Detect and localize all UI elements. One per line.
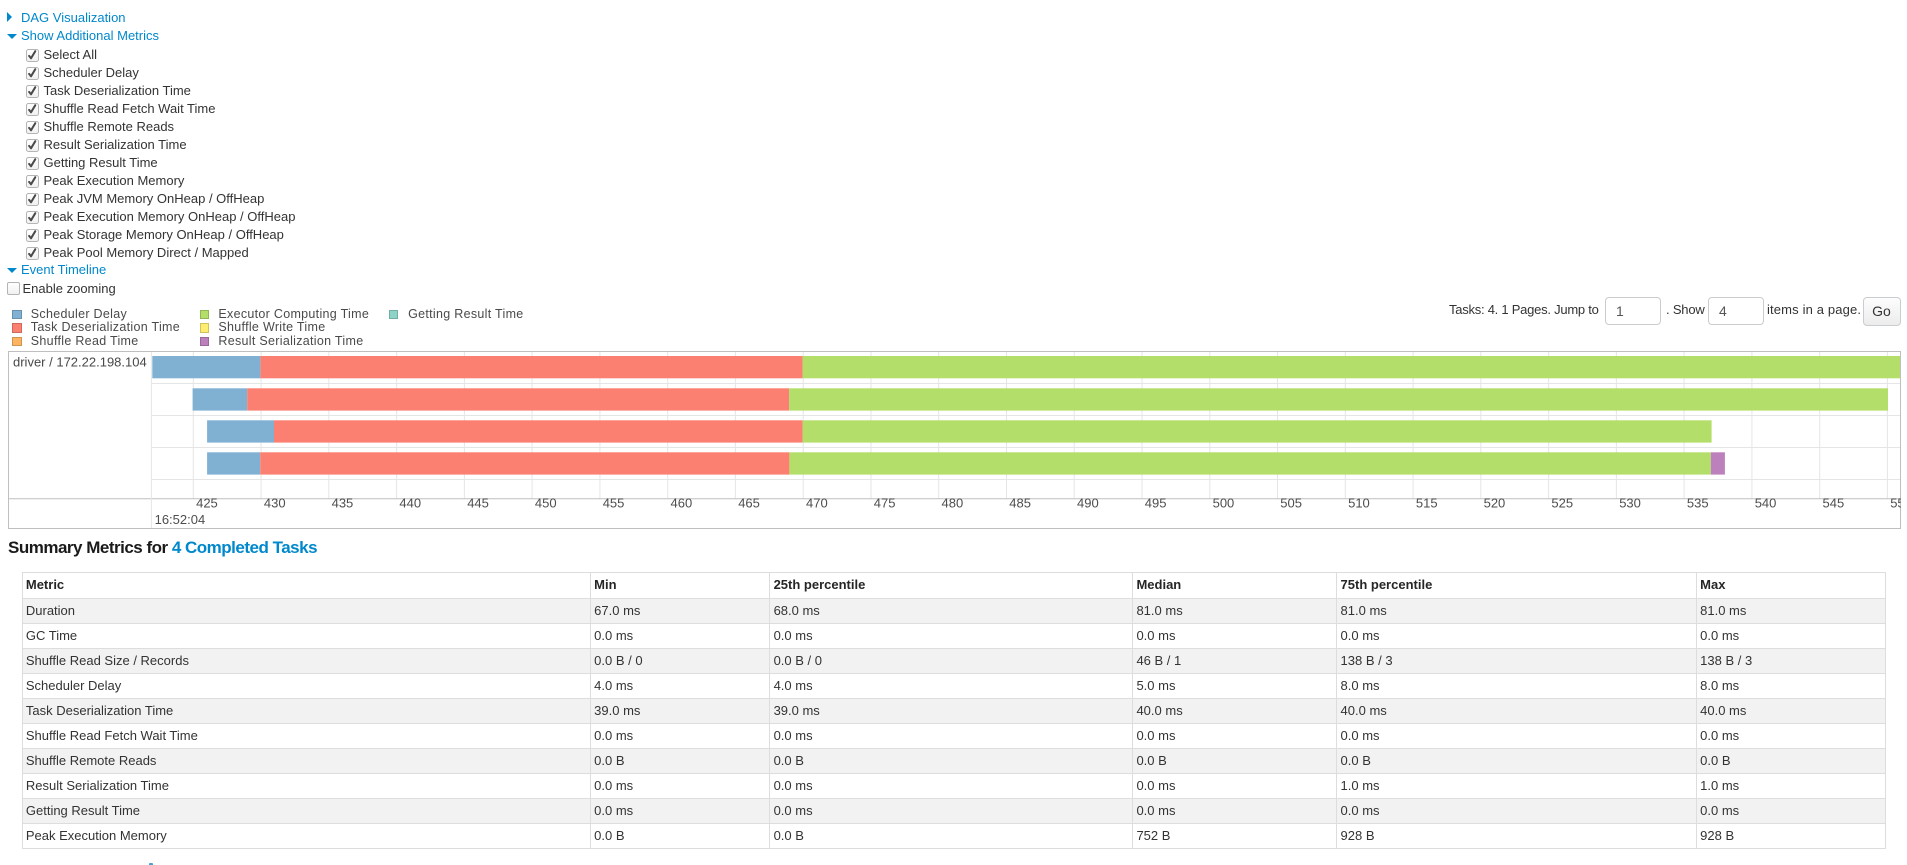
svg-text:460: 460 xyxy=(671,496,693,511)
svg-text:485: 485 xyxy=(1009,496,1031,511)
svg-text:440: 440 xyxy=(399,496,421,511)
svg-text:545: 545 xyxy=(1823,496,1845,511)
svg-text:515: 515 xyxy=(1416,496,1438,511)
svg-text:495: 495 xyxy=(1145,496,1167,511)
svg-text:530: 530 xyxy=(1619,496,1641,511)
svg-text:450: 450 xyxy=(535,496,557,511)
svg-text:16:52:04: 16:52:04 xyxy=(155,512,206,527)
svg-text:430: 430 xyxy=(264,496,286,511)
svg-text:455: 455 xyxy=(603,496,625,511)
svg-text:535: 535 xyxy=(1687,496,1709,511)
svg-text:505: 505 xyxy=(1280,496,1302,511)
svg-text:490: 490 xyxy=(1077,496,1099,511)
svg-text:540: 540 xyxy=(1755,496,1777,511)
svg-text:435: 435 xyxy=(332,496,354,511)
svg-text:525: 525 xyxy=(1551,496,1573,511)
svg-text:480: 480 xyxy=(942,496,964,511)
svg-text:500: 500 xyxy=(1213,496,1235,511)
svg-text:425: 425 xyxy=(196,496,218,511)
svg-text:550: 550 xyxy=(1890,496,1901,511)
svg-text:465: 465 xyxy=(738,496,760,511)
svg-text:445: 445 xyxy=(467,496,489,511)
svg-text:driver / 172.22.198.104: driver / 172.22.198.104 xyxy=(13,355,147,370)
svg-text:520: 520 xyxy=(1484,496,1506,511)
svg-text:470: 470 xyxy=(806,496,828,511)
svg-text:475: 475 xyxy=(874,496,896,511)
svg-text:510: 510 xyxy=(1348,496,1370,511)
